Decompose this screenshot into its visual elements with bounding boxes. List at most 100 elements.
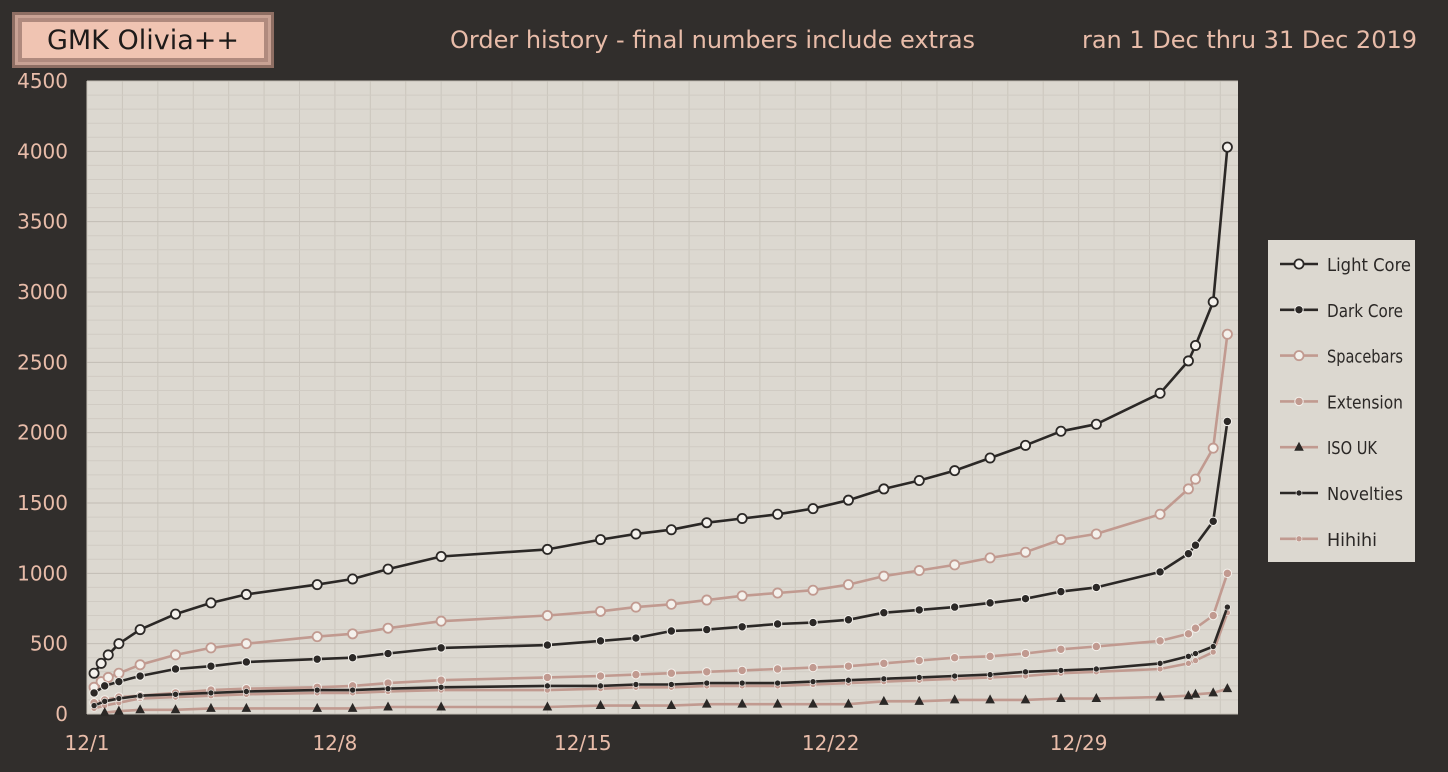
data-point xyxy=(1185,660,1192,667)
data-point xyxy=(95,657,107,669)
data-point xyxy=(878,570,890,582)
data-point xyxy=(984,452,996,464)
data-point xyxy=(435,550,447,562)
data-point xyxy=(736,512,748,524)
y-tick-label: 4500 xyxy=(17,69,68,93)
data-point xyxy=(172,691,179,698)
legend-label: Extension xyxy=(1327,392,1403,413)
x-tick-label: 12/15 xyxy=(554,731,612,755)
data-point xyxy=(1090,528,1102,540)
data-point xyxy=(541,610,553,622)
data-point xyxy=(170,664,181,674)
data-point xyxy=(1156,660,1164,667)
legend-marker xyxy=(1294,441,1304,451)
data-point xyxy=(1091,641,1102,652)
data-point xyxy=(1190,540,1201,550)
series-line xyxy=(93,421,1229,694)
data-point xyxy=(436,643,446,653)
data-point xyxy=(88,667,100,679)
data-point xyxy=(1207,442,1219,454)
legend-marker xyxy=(1293,258,1305,270)
legend-label: Light Core xyxy=(1327,255,1411,276)
data-point xyxy=(1154,508,1166,520)
data-point xyxy=(1022,668,1029,676)
data-point xyxy=(1190,623,1201,633)
data-point xyxy=(542,640,553,650)
data-point xyxy=(807,503,819,515)
data-point xyxy=(808,698,818,708)
data-point xyxy=(1192,650,1199,657)
data-point xyxy=(1156,665,1164,673)
data-point xyxy=(701,517,713,529)
data-point xyxy=(842,579,854,591)
data-point xyxy=(1091,693,1102,703)
data-point xyxy=(347,628,359,640)
data-point xyxy=(808,662,818,673)
data-point xyxy=(311,579,323,591)
data-point xyxy=(595,605,607,617)
data-point xyxy=(666,700,677,710)
data-point xyxy=(541,543,553,555)
data-point xyxy=(100,681,110,691)
data-point xyxy=(113,638,125,650)
data-point xyxy=(879,695,889,705)
data-point xyxy=(313,686,321,694)
data-point xyxy=(631,700,641,710)
title-badge-face: GMK Olivia++ xyxy=(22,22,264,58)
data-point xyxy=(666,668,677,678)
data-point xyxy=(1185,653,1192,660)
data-point xyxy=(1209,643,1217,650)
data-point xyxy=(435,615,447,627)
data-point xyxy=(1190,688,1201,698)
data-point xyxy=(170,608,182,620)
data-point xyxy=(134,624,146,636)
data-point xyxy=(1020,439,1032,451)
data-point xyxy=(949,694,960,704)
title-badge: GMK Olivia++ xyxy=(12,12,274,68)
data-point xyxy=(668,681,675,688)
data-point xyxy=(1020,593,1031,604)
data-point xyxy=(949,653,960,663)
data-point xyxy=(843,615,854,625)
chart-subtitle: Order history - final numbers include ex… xyxy=(450,26,976,54)
data-point xyxy=(1221,141,1233,153)
data-point xyxy=(1222,683,1233,693)
data-point xyxy=(243,688,250,695)
data-point xyxy=(1055,534,1067,546)
data-point xyxy=(1020,648,1031,659)
data-point xyxy=(701,594,713,606)
data-point xyxy=(1207,296,1219,308)
legend-label: Novelties xyxy=(1327,484,1403,505)
legend-marker xyxy=(1295,489,1303,497)
y-tick-label: 0 xyxy=(55,702,68,726)
plot-area xyxy=(87,81,1238,714)
data-point xyxy=(101,698,109,705)
data-point xyxy=(842,494,854,506)
data-point xyxy=(630,601,642,613)
data-point xyxy=(843,661,854,671)
data-point xyxy=(772,587,784,599)
data-point xyxy=(1183,548,1194,559)
data-point xyxy=(114,705,124,715)
data-point xyxy=(736,590,748,602)
legend-label: ISO UK xyxy=(1327,438,1377,459)
data-point xyxy=(102,671,114,683)
data-point xyxy=(241,657,252,667)
data-point xyxy=(1155,691,1165,701)
data-point xyxy=(984,552,996,564)
series-line xyxy=(93,606,1229,707)
data-point xyxy=(913,474,925,486)
data-point xyxy=(737,665,747,676)
data-point xyxy=(382,622,394,634)
data-point xyxy=(879,608,889,618)
x-tick-label: 12/1 xyxy=(65,731,110,755)
data-point xyxy=(383,648,393,659)
data-point xyxy=(241,702,252,712)
data-point xyxy=(1224,603,1231,611)
data-point xyxy=(102,649,114,661)
data-point xyxy=(845,676,852,684)
y-tick-label: 500 xyxy=(30,632,68,656)
data-point xyxy=(134,659,146,671)
data-point xyxy=(878,483,890,495)
data-point xyxy=(595,671,606,681)
